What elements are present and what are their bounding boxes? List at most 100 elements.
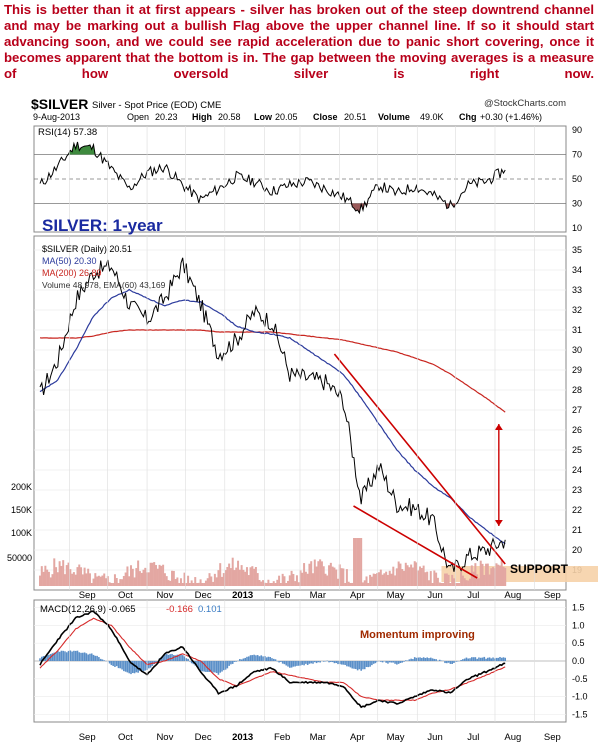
rsi-tick-label: 90 bbox=[572, 125, 582, 135]
macd-histogram-bar bbox=[174, 655, 177, 661]
volume-bar bbox=[285, 583, 288, 586]
support-label: SUPPORT bbox=[510, 562, 569, 576]
macd-histogram-bar bbox=[221, 661, 223, 672]
macd-histogram-bar bbox=[433, 658, 436, 661]
month-label: Sep bbox=[79, 590, 96, 601]
macd-histogram-bar bbox=[219, 661, 222, 673]
volume-bar bbox=[171, 570, 174, 586]
commentary-text: This is better than it at first appears … bbox=[4, 2, 594, 81]
price-tick-label: 33 bbox=[572, 285, 582, 295]
macd-histogram-bar bbox=[346, 661, 348, 667]
macd-histogram-bar bbox=[123, 661, 125, 672]
macd-histogram-bar bbox=[365, 661, 368, 668]
macd-legend-signal: -0.166 bbox=[166, 604, 193, 615]
macd-histogram-bar bbox=[87, 654, 89, 661]
volume-bar bbox=[215, 577, 218, 586]
macd-histogram-bar bbox=[319, 661, 321, 663]
macd-histogram-bar bbox=[280, 661, 282, 662]
volume-bar bbox=[163, 573, 166, 586]
volume-bar bbox=[502, 566, 505, 586]
price-tick-label: 28 bbox=[572, 385, 582, 395]
macd-histogram-bar bbox=[428, 658, 430, 661]
low-label: Low bbox=[254, 112, 273, 122]
volume-bar bbox=[140, 572, 143, 586]
volume-bar bbox=[126, 566, 129, 586]
volume-bar bbox=[419, 566, 422, 586]
volume-bar bbox=[385, 571, 388, 586]
macd-histogram-bar bbox=[283, 661, 286, 665]
macd-histogram-bar bbox=[246, 656, 248, 661]
macd-histogram-bar bbox=[315, 661, 318, 664]
macd-histogram-bar bbox=[413, 657, 416, 661]
volume-bar bbox=[113, 574, 116, 586]
source-credit: @StockCharts.com bbox=[484, 98, 566, 109]
volume-bar bbox=[367, 583, 370, 586]
macd-histogram-bar bbox=[478, 657, 480, 661]
macd-histogram-bar bbox=[381, 661, 384, 663]
macd-histogram-bar bbox=[203, 661, 205, 672]
ma-gap-arrow-head-up bbox=[494, 424, 503, 430]
month-label: May bbox=[387, 590, 405, 601]
volume-bar bbox=[392, 566, 395, 586]
macd-histogram-bar bbox=[226, 661, 229, 669]
volume-bar bbox=[297, 582, 300, 586]
macd-histogram-bar bbox=[258, 656, 261, 661]
month-label: Aug bbox=[504, 732, 521, 743]
volume-bar bbox=[203, 583, 206, 586]
volume-bar bbox=[390, 573, 393, 586]
volume-bar bbox=[292, 573, 295, 586]
macd-histogram-bar bbox=[171, 653, 173, 661]
macd-histogram-bar bbox=[78, 652, 81, 661]
volume-bar bbox=[156, 568, 159, 586]
macd-histogram-bar bbox=[351, 661, 354, 669]
volume-bar bbox=[278, 575, 281, 586]
volume-bar bbox=[138, 571, 141, 586]
macd-histogram-bar bbox=[117, 661, 120, 669]
rsi-line bbox=[39, 141, 506, 215]
macd-histogram-bar bbox=[462, 659, 464, 661]
volume-bar bbox=[124, 572, 127, 586]
macd-histogram-bar bbox=[92, 654, 95, 661]
volume-bar bbox=[500, 559, 503, 586]
volume-bar bbox=[426, 571, 429, 586]
volume-bar bbox=[51, 574, 54, 586]
macd-histogram-bar bbox=[114, 661, 116, 667]
volume-bar bbox=[39, 575, 41, 586]
volume-bar bbox=[328, 565, 331, 586]
macd-tick-label: 1.5 bbox=[572, 603, 585, 613]
volume-bar bbox=[44, 565, 47, 586]
volume-bar bbox=[55, 567, 58, 586]
month-label: Nov bbox=[156, 590, 173, 601]
macd-histogram-bar bbox=[467, 658, 470, 661]
macd-histogram-bar bbox=[500, 657, 503, 661]
macd-histogram-bar bbox=[39, 658, 41, 661]
volume-bar bbox=[410, 564, 413, 586]
volume-bar bbox=[269, 583, 272, 586]
month-label: Sep bbox=[544, 732, 561, 743]
volume-bar bbox=[435, 572, 438, 586]
volume-bar bbox=[349, 583, 352, 586]
volume-bar bbox=[151, 562, 154, 586]
macd-histogram-bar bbox=[244, 657, 246, 661]
macd-histogram-bar bbox=[440, 660, 443, 661]
macd-histogram-bar bbox=[264, 656, 266, 661]
volume-bar bbox=[194, 577, 197, 586]
macd-histogram-bar bbox=[447, 661, 450, 663]
macd-histogram-bar bbox=[371, 661, 373, 666]
volume-bar bbox=[208, 573, 211, 586]
close-value: 20.51 bbox=[344, 112, 367, 122]
macd-histogram-bar bbox=[358, 661, 361, 670]
momentum-label: Momentum improving bbox=[360, 629, 475, 641]
macd-histogram-bar bbox=[183, 656, 186, 661]
macd-line bbox=[39, 610, 506, 709]
volume-bar bbox=[308, 563, 311, 586]
macd-histogram-bar bbox=[399, 661, 402, 664]
price-series-close bbox=[39, 257, 506, 572]
volume-bar bbox=[336, 578, 339, 586]
close-label: Close bbox=[313, 112, 338, 122]
volume-bar bbox=[340, 568, 343, 586]
macd-histogram-bar bbox=[214, 661, 216, 673]
macd-histogram-bar bbox=[76, 650, 79, 661]
volume-bar bbox=[279, 583, 282, 586]
month-label: 2013 bbox=[232, 590, 253, 601]
